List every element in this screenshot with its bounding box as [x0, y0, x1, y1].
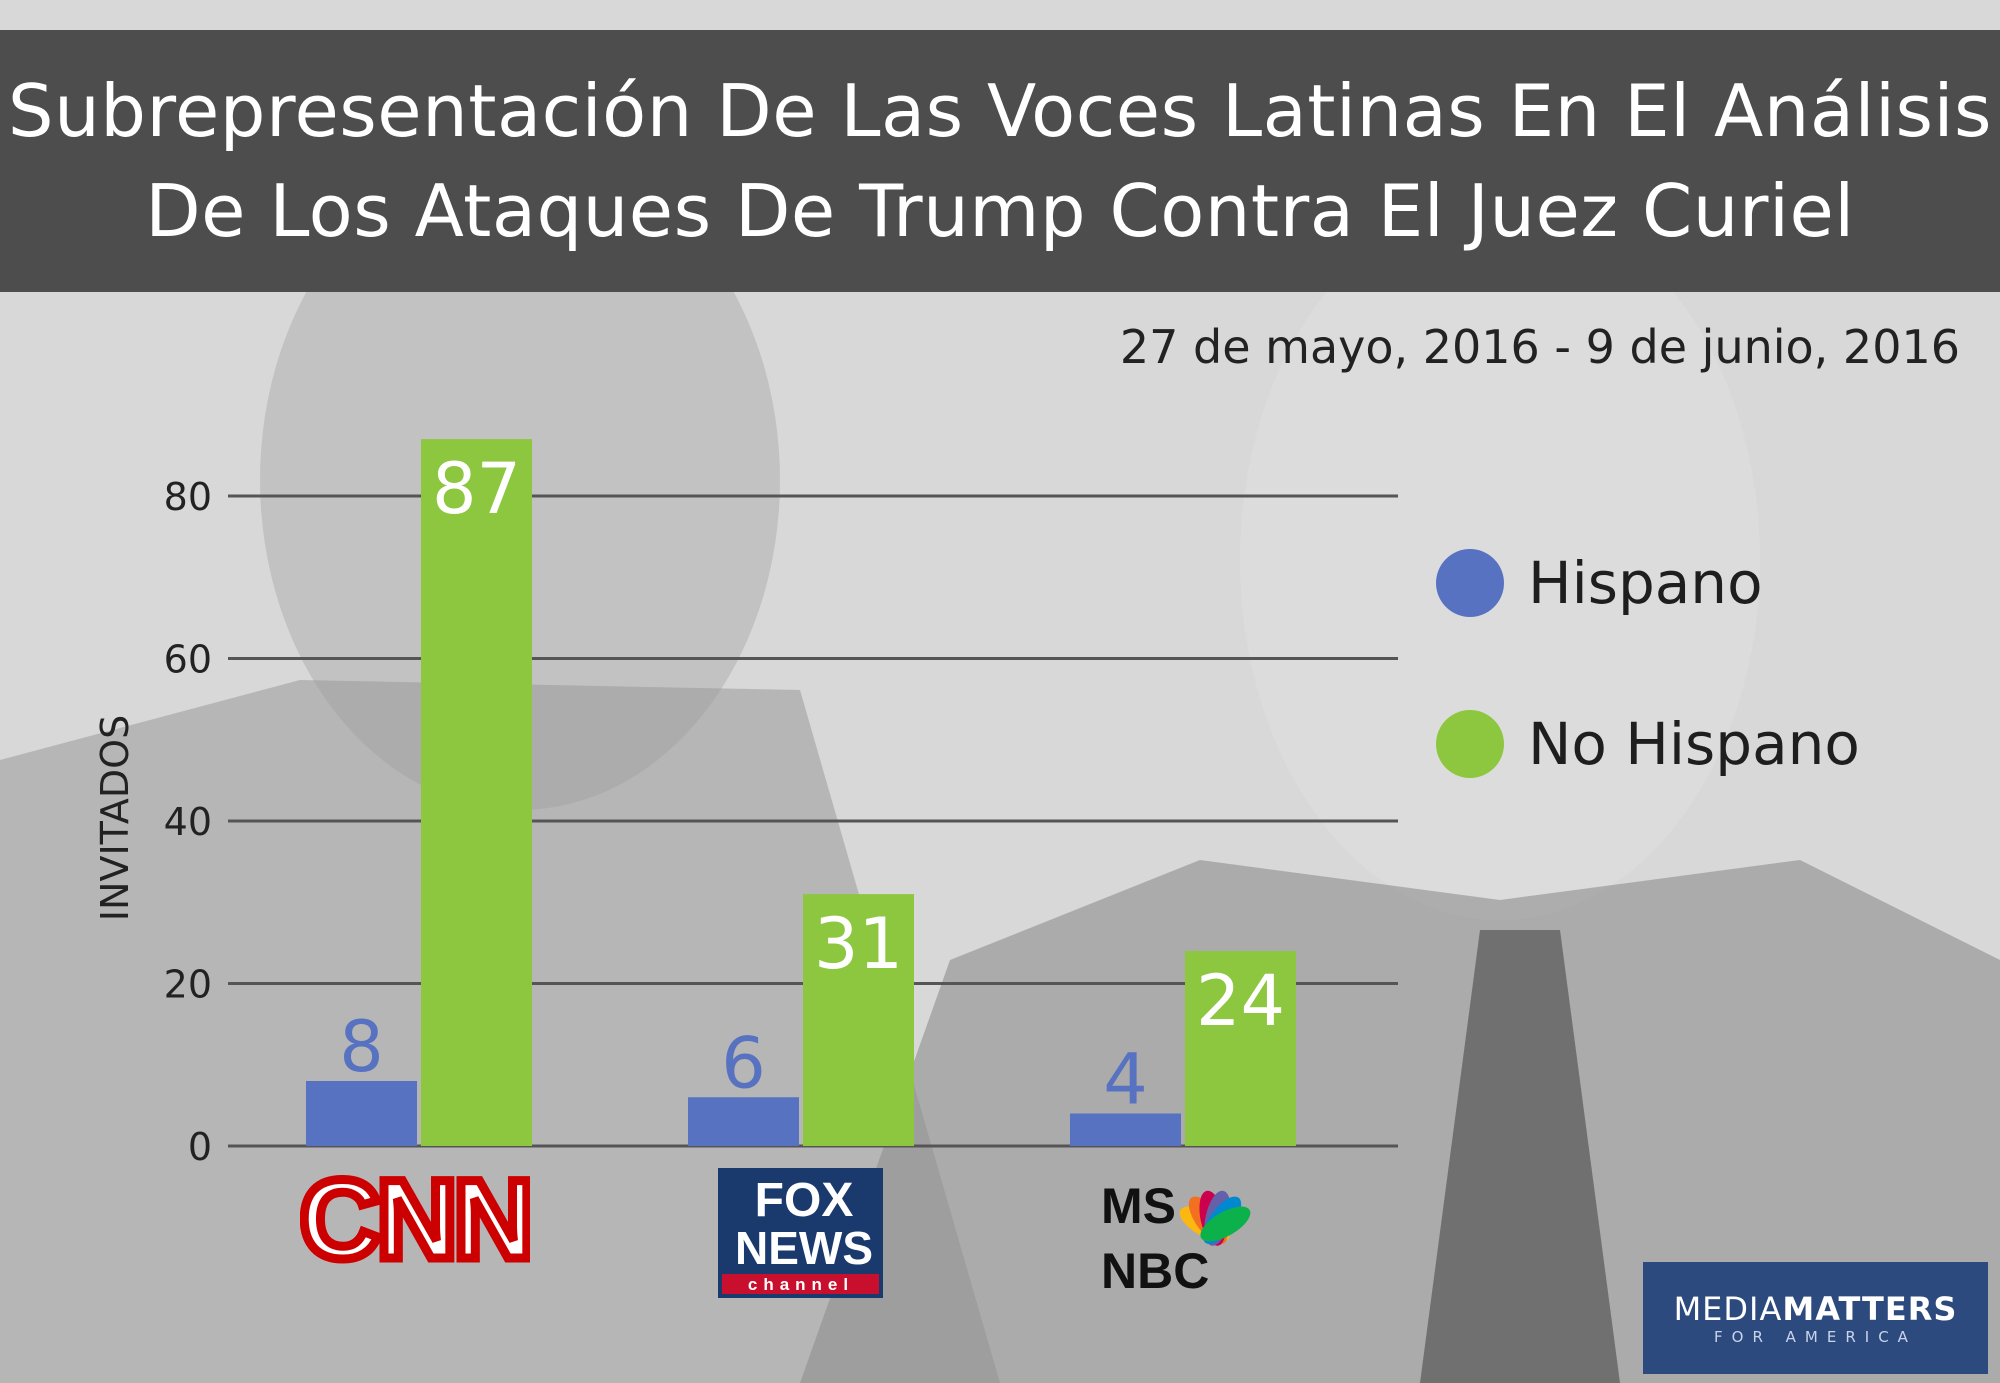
legend-item-no-hispano: No Hispano [1436, 710, 1860, 778]
news-logo-text: NEWS [735, 1222, 873, 1274]
chart-title-line-2: De Los Ataques De Trump Contra El Juez C… [145, 169, 1855, 253]
y-tick-label-80: 80 [164, 475, 212, 519]
data-label-fox-news-hispano: 6 [721, 1022, 766, 1104]
data-label-fox-news-no-hispano: 31 [814, 903, 903, 985]
badge-main-a: MEDIA [1673, 1290, 1783, 1328]
bars [306, 439, 1296, 1146]
bar-msnbc-hispano [1070, 1113, 1181, 1146]
badge-main-b: MATTERS [1782, 1290, 1958, 1328]
legend-item-hispano: Hispano [1436, 549, 1763, 617]
msnbc-logo-ms-text: MS [1101, 1178, 1176, 1234]
legend-swatch-no-hispano [1436, 710, 1504, 778]
legend-swatch-hispano [1436, 549, 1504, 617]
msnbc-logo: MS NBC [1101, 1178, 1251, 1296]
y-tick-label-40: 40 [164, 800, 212, 844]
cnn-logo: CNN [300, 1168, 530, 1276]
y-tick-label-60: 60 [164, 638, 212, 682]
data-label-cnn-no-hispano: 87 [432, 448, 521, 530]
bar-msnbc-no-hispano [1185, 951, 1296, 1146]
legend-label-no-hispano: No Hispano [1528, 710, 1860, 778]
media-matters-badge: MEDIAMATTERS FOR AMERICA [1643, 1262, 1988, 1374]
channel-logo-text: channel [748, 1275, 854, 1294]
date-range-subtitle: 27 de mayo, 2016 - 9 de junio, 2016 [1119, 320, 1960, 374]
fox-logo-text: FOX [755, 1174, 854, 1227]
data-labels: 8 87 6 31 4 24 [339, 448, 1285, 1120]
fox-news-logo: FOX NEWS channel [718, 1168, 883, 1298]
y-tick-labels: 0 20 40 60 80 [164, 475, 212, 1169]
data-label-msnbc-hispano: 4 [1103, 1039, 1148, 1121]
y-tick-label-0: 0 [188, 1125, 212, 1169]
y-tick-label-20: 20 [164, 963, 212, 1007]
y-axis-label: INVITADOS [93, 715, 137, 921]
bar-fox-news-no-hispano [803, 894, 914, 1146]
badge-sub-text: FOR AMERICA [1714, 1328, 1917, 1346]
cnn-logo-text: CNN [300, 1168, 530, 1276]
bar-cnn-no-hispano [421, 439, 532, 1146]
data-label-msnbc-no-hispano: 24 [1196, 960, 1285, 1042]
bar-cnn-hispano [306, 1081, 417, 1146]
data-label-cnn-hispano: 8 [339, 1006, 384, 1088]
peacock-icon [1179, 1190, 1251, 1246]
legend-label-hispano: Hispano [1528, 549, 1763, 617]
badge-main-text: MEDIAMATTERS [1674, 1290, 1958, 1328]
title-bar: Subrepresentación De Las Voces Latinas E… [0, 30, 2000, 292]
msnbc-logo-nbc-text: NBC [1101, 1243, 1209, 1296]
chart-title-line-1: Subrepresentación De Las Voces Latinas E… [7, 69, 1993, 153]
bar-fox-news-hispano [688, 1097, 799, 1146]
